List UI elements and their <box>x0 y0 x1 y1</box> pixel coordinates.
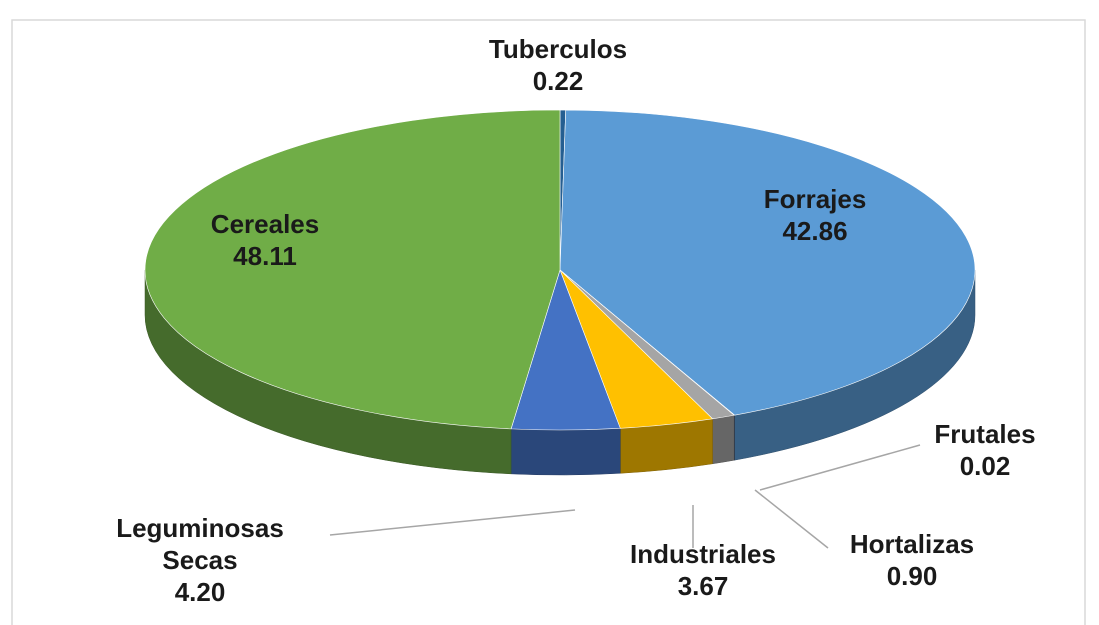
data-label: Industriales 3.67 <box>630 538 776 602</box>
data-label: Forrajes 42.86 <box>764 183 867 247</box>
slice-side <box>712 414 735 465</box>
value-label: 48.11 <box>233 241 297 271</box>
category-label: Hortalizas <box>849 529 975 559</box>
category-label: Cereales <box>210 209 320 239</box>
value-label: 0.02 <box>959 451 1011 481</box>
value-label: 0.90 <box>886 561 938 591</box>
value-label: 3.67 <box>677 571 729 601</box>
category-label: Forrajes <box>763 184 867 214</box>
chart-border <box>11 19 1086 625</box>
leader-line <box>329 509 576 536</box>
category-label: Frutales <box>934 419 1036 449</box>
leader-line <box>754 489 829 549</box>
slice <box>144 109 561 430</box>
value-label: 42.86 <box>782 216 848 246</box>
category-label: Leguminosas Secas <box>116 513 284 575</box>
data-label: Frutales 0.02 <box>934 418 1035 482</box>
category-label: Tuberculos <box>488 34 628 64</box>
value-label: 4.20 <box>174 577 226 607</box>
data-label: Tuberculos 0.22 <box>489 33 627 97</box>
data-label: Cereales 48.11 <box>211 208 319 272</box>
slice-side <box>510 428 621 476</box>
leader-line <box>759 444 921 491</box>
category-label: Industriales <box>630 539 776 569</box>
data-label: Hortalizas 0.90 <box>850 528 974 592</box>
value-label: 0.22 <box>532 66 584 96</box>
slice <box>559 109 976 416</box>
data-label: Leguminosas Secas 4.20 <box>115 512 285 608</box>
